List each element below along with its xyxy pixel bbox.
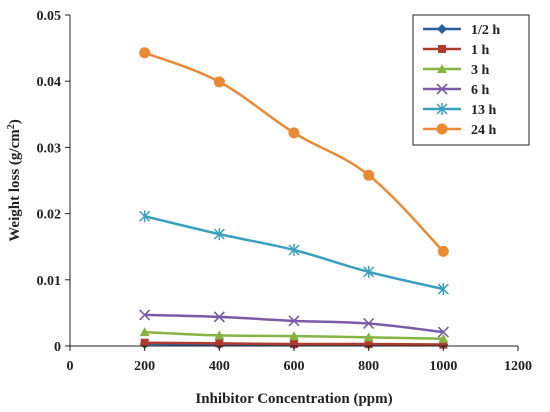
series-line — [144, 51, 445, 253]
marker-stroke — [436, 83, 448, 95]
series-24-h — [139, 47, 449, 257]
x-tick-label: 0 — [67, 359, 74, 374]
data-point — [289, 331, 299, 341]
legend-item: 13 h — [423, 103, 497, 118]
series-1-h — [140, 338, 448, 349]
data-point — [139, 309, 151, 321]
y-tick-label: 0.05 — [37, 9, 62, 24]
data-point — [363, 332, 374, 342]
legend-marker — [436, 123, 448, 135]
y-tick-label: 0.03 — [37, 141, 62, 156]
legend-marker — [438, 45, 446, 53]
data-point — [363, 169, 375, 181]
y-tick-label: 0.01 — [37, 274, 62, 289]
data-point — [438, 333, 449, 343]
y-axis-title-main: Weight loss (g/cm — [7, 129, 23, 242]
data-point — [437, 283, 449, 296]
x-tick-label: 600 — [284, 359, 305, 374]
legend-item: 1/2 h — [423, 23, 500, 38]
legend-item: 1 h — [423, 43, 490, 58]
data-point — [139, 327, 150, 337]
legend-item: 3 h — [423, 63, 490, 78]
marker-stroke — [363, 317, 375, 330]
legend-label: 1/2 h — [471, 23, 500, 38]
data-point — [290, 340, 298, 349]
series-6-h — [139, 309, 449, 338]
x-axis-title: Inhibitor Concentration (ppm) — [195, 391, 392, 407]
data-point — [139, 210, 151, 223]
x-tick-label: 1000 — [429, 359, 457, 374]
legend-label: 1 h — [471, 43, 490, 58]
data-point — [213, 76, 225, 88]
legend-label: 13 h — [471, 103, 497, 118]
x-tick-label: 400 — [209, 359, 230, 374]
x-tick-label: 1200 — [504, 359, 532, 374]
series-3-h — [139, 327, 449, 343]
data-point — [214, 330, 225, 340]
marker-stroke — [288, 315, 300, 327]
data-point — [139, 47, 151, 59]
data-point — [288, 244, 300, 257]
series-line — [144, 313, 444, 334]
data-point — [364, 340, 373, 349]
legend-item: 6 h — [423, 83, 490, 98]
legend-label: 6 h — [471, 83, 490, 98]
x-tick-label: 800 — [358, 359, 379, 374]
data-point — [363, 265, 375, 278]
y-axis-title-superscript: 2 — [6, 124, 17, 129]
legend-marker — [437, 24, 447, 34]
legend-label: 3 h — [471, 63, 490, 78]
data-point — [213, 311, 225, 323]
marker-stroke — [139, 309, 151, 321]
data-point — [439, 340, 448, 349]
x-tick-label: 200 — [134, 359, 155, 374]
y-axis-title: Weight loss (g/cm2) — [6, 119, 24, 242]
legend-marker — [437, 64, 447, 73]
data-point — [215, 339, 224, 348]
legend-label: 24 h — [471, 123, 497, 138]
legend-box — [412, 14, 530, 146]
data-point — [288, 127, 300, 139]
legend-item: 24 h — [423, 123, 497, 138]
legend-marker — [436, 83, 448, 95]
data-point — [140, 338, 149, 347]
y-axis-title-end: ) — [7, 119, 23, 124]
marker-stroke — [213, 311, 225, 323]
data-point — [437, 326, 449, 338]
y-tick-label: 0.04 — [37, 75, 62, 90]
data-point — [213, 228, 225, 241]
data-point — [288, 315, 300, 327]
y-tick-label: 0.02 — [37, 208, 62, 223]
marker-stroke — [437, 326, 449, 338]
series-13-h — [139, 210, 449, 296]
legend-marker — [436, 103, 448, 115]
data-point — [437, 245, 449, 257]
data-point — [363, 317, 375, 330]
y-tick-label: 0 — [54, 340, 61, 355]
